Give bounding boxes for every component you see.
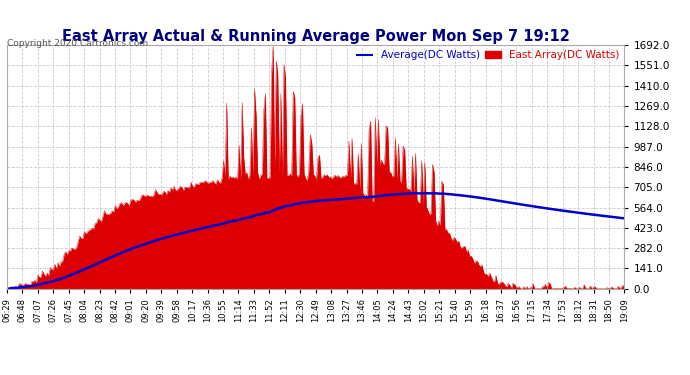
Text: Copyright 2020 Cartronics.com: Copyright 2020 Cartronics.com xyxy=(7,39,148,48)
Legend: Average(DC Watts), East Array(DC Watts): Average(DC Watts), East Array(DC Watts) xyxy=(353,46,623,64)
Title: East Array Actual & Running Average Power Mon Sep 7 19:12: East Array Actual & Running Average Powe… xyxy=(61,29,570,44)
